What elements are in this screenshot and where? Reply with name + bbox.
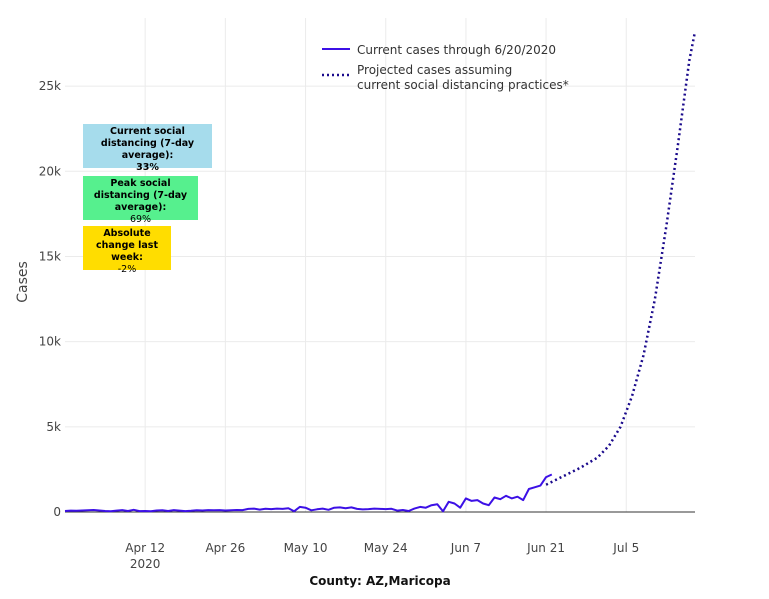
annotation-peak-distancing: Peak social distancing (7-day average): … xyxy=(83,176,198,225)
annotation-peak-title: Peak social distancing (7-day average): xyxy=(93,178,188,213)
x-axis-title: County: AZ,Maricopa xyxy=(309,574,450,588)
series-layer xyxy=(64,31,697,513)
y-tick-label: 15k xyxy=(39,249,61,263)
y-tick-label: 25k xyxy=(39,79,61,93)
series-projected-cases-line xyxy=(545,31,697,486)
legend-label-current: Current cases through 6/20/2020 xyxy=(357,43,556,57)
x-tick-label: May 10 xyxy=(284,541,328,555)
x-tick-label: Jun 7 xyxy=(450,541,481,555)
x-tick-label: May 24 xyxy=(364,541,408,555)
annotation-change-title: Absolute change last week: xyxy=(96,228,158,263)
legend[interactable]: Current cases through 6/20/2020 Projecte… xyxy=(322,43,569,92)
x-tick-label: Apr 26 xyxy=(205,541,245,555)
y-tick-label: 5k xyxy=(46,420,61,434)
x-axis-ticks: Apr 12 2020 Apr 26 May 10 May 24 Jun 7 Jun 21 J… xyxy=(125,541,639,571)
legend-item-current[interactable]: Current cases through 6/20/2020 xyxy=(322,43,556,57)
y-axis-ticks: 0 5k 10k 15k 20k 25k xyxy=(39,79,61,519)
annotation-peak-value: 69% xyxy=(129,214,152,225)
x-tick-label: Jun 21 xyxy=(526,541,565,555)
y-axis-title: Cases xyxy=(15,261,31,303)
annotation-current-value: 33% xyxy=(136,162,159,173)
annotation-current-title: Current social distancing (7-day average… xyxy=(100,126,195,161)
legend-label-projected: Projected cases assuming current social … xyxy=(357,63,569,92)
x-tick-year: 2020 xyxy=(130,557,161,571)
annotation-current-distancing: Current social distancing (7-day average… xyxy=(83,124,212,173)
x-tick-label: Apr 12 xyxy=(125,541,165,555)
legend-item-projected[interactable]: Projected cases assuming current social … xyxy=(322,63,569,92)
y-tick-label: 20k xyxy=(39,164,61,178)
annotation-change-value: -2% xyxy=(117,264,137,275)
y-tick-label: 0 xyxy=(53,505,61,519)
annotation-absolute-change: Absolute change last week: -2% xyxy=(83,226,171,275)
y-tick-label: 10k xyxy=(39,335,61,349)
series-current-cases-line xyxy=(64,473,553,513)
x-tick-label: Jul 5 xyxy=(612,541,639,555)
